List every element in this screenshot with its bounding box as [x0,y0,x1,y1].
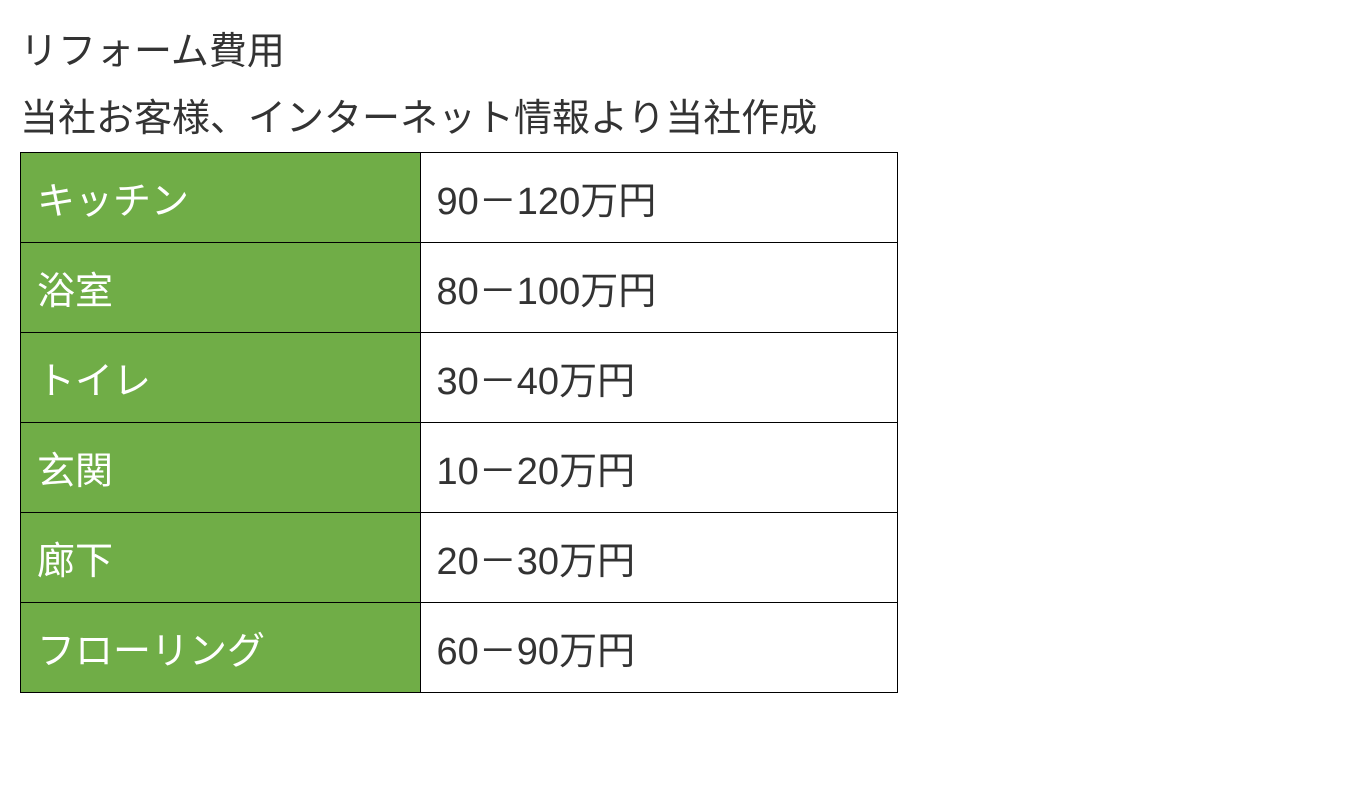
table-row: 浴室 80－100万円 [21,243,898,333]
value-cell: 30－40万円 [420,333,897,423]
category-cell: トイレ [21,333,421,423]
value-cell: 20－30万円 [420,513,897,603]
category-cell: 玄関 [21,423,421,513]
page-title: リフォーム費用 [20,20,1338,75]
value-cell: 60－90万円 [420,603,897,693]
table-row: 玄関 10－20万円 [21,423,898,513]
table-row: トイレ 30－40万円 [21,333,898,423]
page-subtitle: 当社お客様、インターネット情報より当社作成 [20,87,1338,142]
table-row: 廊下 20－30万円 [21,513,898,603]
table-row: キッチン 90－120万円 [21,153,898,243]
category-cell: フローリング [21,603,421,693]
table-row: フローリング 60－90万円 [21,603,898,693]
value-cell: 10－20万円 [420,423,897,513]
value-cell: 90－120万円 [420,153,897,243]
value-cell: 80－100万円 [420,243,897,333]
category-cell: 浴室 [21,243,421,333]
category-cell: キッチン [21,153,421,243]
category-cell: 廊下 [21,513,421,603]
reform-cost-table: キッチン 90－120万円 浴室 80－100万円 トイレ 30－40万円 玄関… [20,152,898,693]
